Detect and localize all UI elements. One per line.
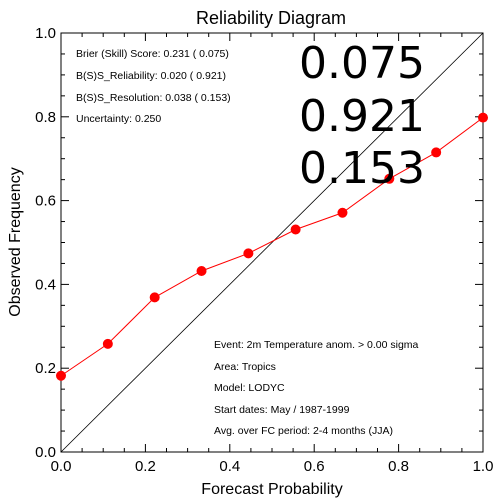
y-axis-label: Observed Frequency (7, 167, 24, 316)
big-number-reliability: 0.921 (299, 91, 425, 142)
chart-title: Reliability Diagram (196, 8, 346, 28)
y-tick-label: 0.4 (35, 276, 56, 293)
y-tick-label: 0.8 (35, 109, 56, 126)
info-averaging-period: Avg. over FC period: 2-4 months (JJA) (214, 425, 393, 437)
y-tick-label: 0.0 (35, 444, 56, 461)
series-layer (56, 112, 488, 381)
series-point (243, 248, 254, 259)
y-tick-label: 1.0 (35, 25, 56, 42)
series-point (290, 224, 301, 235)
series-point (102, 338, 113, 349)
x-axis-label: Forecast Probability (201, 481, 342, 498)
stat-brier-score: Brier (Skill) Score: 0.231 ( 0.075) (76, 48, 229, 60)
stat-resolution: B(S)S_Resolution: 0.038 ( 0.153) (76, 92, 231, 104)
x-tick-label: 0.2 (135, 458, 156, 475)
big-number-resolution: 0.153 (299, 143, 425, 194)
series-point (196, 265, 207, 276)
series-point (478, 112, 488, 123)
series-line (60, 117, 484, 377)
x-tick-label: 0.4 (219, 458, 240, 475)
y-tick-label: 0.2 (35, 360, 56, 377)
y-tick-label: 0.6 (35, 193, 56, 210)
stat-uncertainty: Uncertainty: 0.250 (76, 113, 161, 125)
info-model: Model: LODYC (214, 382, 285, 394)
series-point (384, 173, 395, 184)
series-point (56, 370, 66, 381)
x-tick-label: 1.0 (473, 458, 494, 475)
series-point (431, 147, 442, 158)
stat-reliability: B(S)S_Reliability: 0.020 ( 0.921) (76, 70, 226, 82)
info-event: Event: 2m Temperature anom. > 0.00 sigma (214, 339, 419, 351)
x-tick-label: 0.8 (388, 458, 409, 475)
x-tick-label: 0.6 (304, 458, 325, 475)
perfect-reliability-diagonal (60, 32, 484, 453)
x-tick-label: 0.0 (51, 458, 72, 475)
info-start-dates: Start dates: May / 1987-1999 (214, 404, 350, 416)
info-area: Area: Tropics (214, 361, 276, 373)
axis-ticks: 0.0 0.2 0.4 0.6 0.8 1.0 0.0 0.2 0.4 0.6 0.8 1.0 (35, 25, 493, 475)
series-point (149, 292, 160, 303)
big-number-bss: 0.075 (299, 38, 425, 89)
series-point (337, 207, 348, 218)
